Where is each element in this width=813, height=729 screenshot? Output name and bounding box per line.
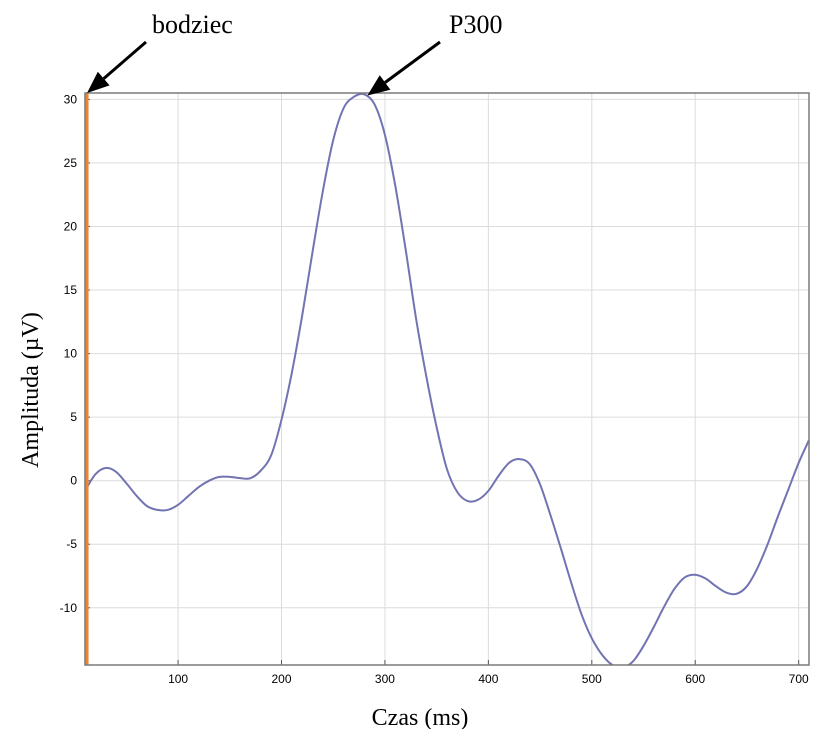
stimulus-annotation-label: bodziec: [152, 10, 233, 39]
x-tick-label: 400: [478, 672, 498, 686]
plot-background: [85, 93, 809, 665]
y-tick-label: -10: [60, 601, 78, 615]
y-tick-label: 20: [64, 219, 78, 233]
y-tick-label: 5: [70, 410, 77, 424]
y-tick-label: 25: [64, 156, 78, 170]
y-tick-label: 30: [64, 92, 78, 106]
stimulus-arrow-head: [87, 71, 110, 93]
y-tick-label: 10: [64, 347, 78, 361]
x-tick-label: 100: [168, 672, 188, 686]
x-axis-label: Czas (ms): [372, 705, 469, 729]
y-axis-label: Amplituda (µV): [18, 312, 44, 468]
x-tick-label: 300: [375, 672, 395, 686]
x-tick-label: 500: [582, 672, 602, 686]
peak-arrow-head: [367, 75, 391, 96]
series-layer: [85, 93, 809, 665]
y-tick-label: 0: [70, 474, 77, 488]
y-tick-label: 15: [64, 283, 78, 297]
stimulus-arrow-shaft: [102, 40, 147, 80]
grid: [85, 93, 809, 665]
plot-frame: [84, 92, 810, 666]
peak-arrow-shaft: [384, 40, 441, 84]
peak-annotation-label: P300: [449, 10, 502, 39]
x-tick-labels: 100 200 300 400 500 600 700: [168, 672, 809, 686]
annotations: bodziec P300: [87, 10, 502, 96]
x-tick-label: 700: [789, 672, 809, 686]
x-tick-label: 200: [271, 672, 291, 686]
x-tick-label: 600: [685, 672, 705, 686]
y-tick-label: -5: [66, 537, 77, 551]
erp-waveform-line: [85, 93, 809, 665]
y-tick-labels: 30 25 20 15 10 5 0 -5 -10: [60, 92, 78, 614]
